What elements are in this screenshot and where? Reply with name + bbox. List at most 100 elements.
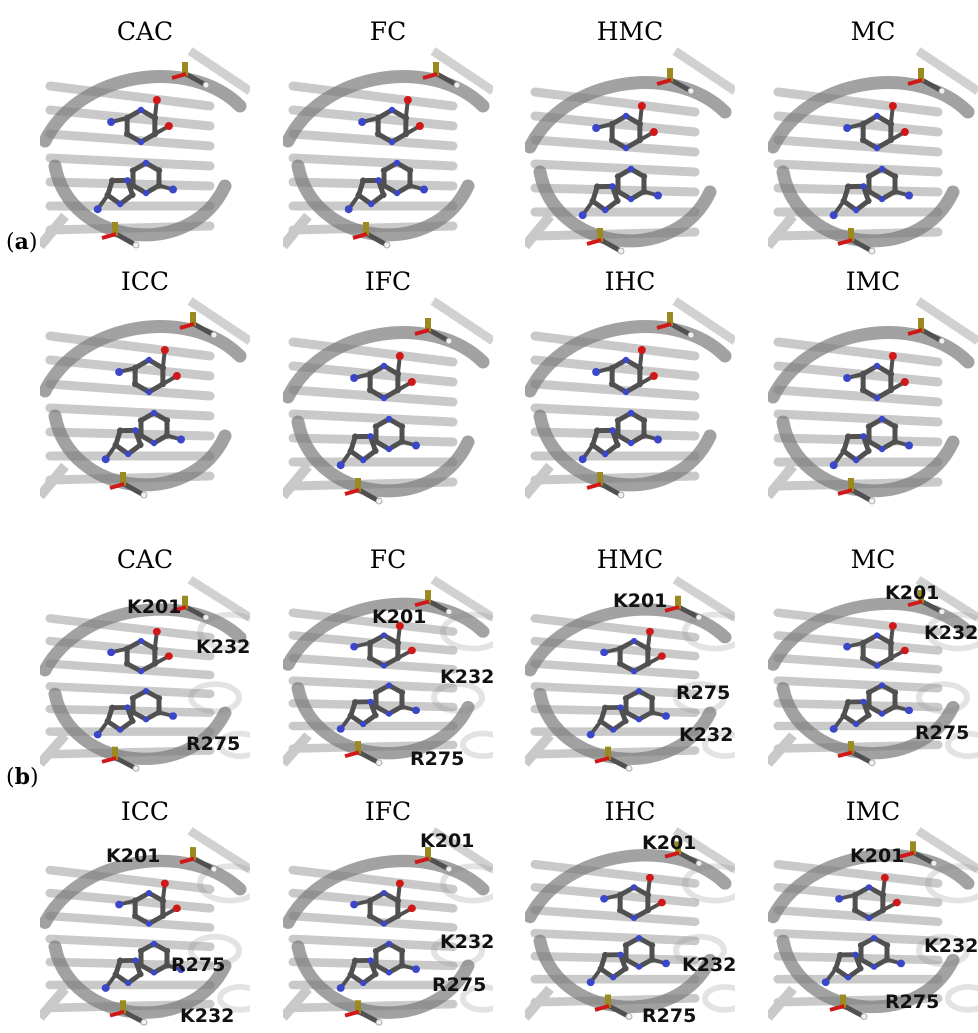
atom bbox=[380, 362, 388, 370]
atom bbox=[129, 695, 137, 702]
atom bbox=[900, 646, 909, 655]
protein-helix bbox=[916, 933, 970, 968]
dna-rod bbox=[915, 827, 978, 873]
atom bbox=[648, 695, 656, 702]
atom bbox=[868, 247, 876, 255]
dna-rod bbox=[773, 608, 943, 636]
molecule-image-ihc-a bbox=[525, 296, 735, 508]
dna-rod bbox=[530, 331, 700, 361]
atom bbox=[904, 706, 913, 715]
protein-helix bbox=[460, 730, 493, 759]
base-pair bbox=[829, 590, 946, 766]
atom bbox=[859, 136, 867, 144]
atom bbox=[445, 337, 453, 345]
dna-backbone bbox=[525, 76, 732, 248]
dna-rod bbox=[773, 337, 943, 367]
atom bbox=[592, 124, 601, 132]
phosphate bbox=[112, 222, 118, 236]
atom bbox=[653, 191, 662, 200]
molecule-svg bbox=[525, 47, 735, 255]
atom bbox=[930, 860, 938, 867]
dna-backbone bbox=[40, 854, 247, 1019]
residue-label: K201 bbox=[642, 832, 697, 854]
panel-title-cac-b: CAC bbox=[116, 545, 174, 574]
dna-rod bbox=[45, 865, 215, 894]
atom bbox=[865, 173, 873, 180]
dna-rod bbox=[288, 337, 458, 367]
bond bbox=[607, 755, 629, 770]
dna-rod bbox=[525, 985, 554, 1021]
dna-rod bbox=[187, 576, 250, 621]
phosphate bbox=[910, 841, 916, 855]
atom bbox=[878, 415, 886, 423]
atom bbox=[150, 439, 158, 447]
dna-backbone bbox=[40, 70, 247, 242]
atom bbox=[873, 394, 881, 402]
atom bbox=[637, 102, 646, 110]
part-label-b: (b) bbox=[6, 764, 39, 790]
bond bbox=[837, 750, 853, 758]
bond bbox=[109, 1009, 125, 1018]
atom bbox=[622, 695, 630, 702]
atom bbox=[160, 879, 169, 888]
atom bbox=[137, 638, 145, 645]
dna-rod bbox=[45, 331, 215, 361]
atom bbox=[367, 698, 374, 705]
atom bbox=[380, 394, 388, 402]
atom bbox=[852, 721, 860, 728]
molecule-image-mc-b bbox=[768, 575, 978, 775]
atom bbox=[878, 710, 886, 717]
backbone-strand bbox=[291, 159, 475, 242]
phosphate bbox=[182, 62, 188, 76]
atom bbox=[375, 759, 383, 766]
atom bbox=[586, 730, 595, 739]
atom bbox=[888, 102, 897, 110]
bond bbox=[920, 77, 942, 93]
dna-rod bbox=[530, 614, 700, 642]
backbone-strand bbox=[48, 409, 232, 492]
backbone-strand bbox=[40, 320, 247, 398]
atom bbox=[661, 959, 670, 968]
protein-helix bbox=[197, 863, 250, 904]
atom bbox=[380, 662, 388, 669]
dna-rod bbox=[283, 212, 312, 250]
atom bbox=[142, 189, 150, 197]
base-pair bbox=[821, 841, 938, 1020]
residue-label: K201 bbox=[613, 590, 668, 612]
backbone-strand bbox=[533, 409, 717, 492]
backbone-strand bbox=[768, 326, 975, 404]
protein-cartoon bbox=[916, 611, 978, 759]
bond bbox=[907, 78, 923, 86]
protein-helix bbox=[925, 863, 978, 904]
atom bbox=[359, 721, 367, 728]
atom bbox=[419, 185, 428, 194]
dna-rod bbox=[773, 928, 943, 946]
atom bbox=[336, 984, 345, 992]
atom bbox=[374, 130, 382, 138]
dna-rod bbox=[283, 462, 312, 500]
dna-rod bbox=[288, 409, 458, 427]
dna-rod bbox=[530, 905, 700, 927]
panel-title-fc-b: FC bbox=[369, 545, 407, 574]
atom bbox=[837, 951, 844, 958]
bond bbox=[664, 605, 680, 613]
atom bbox=[131, 912, 139, 920]
phosphate bbox=[355, 478, 361, 492]
atom bbox=[137, 441, 144, 449]
dna-rod bbox=[288, 81, 458, 111]
phosphate bbox=[667, 312, 673, 326]
atom bbox=[602, 951, 609, 958]
dna-rod bbox=[40, 212, 69, 250]
atom bbox=[350, 900, 359, 909]
residue-label: K232 bbox=[924, 935, 978, 957]
atom bbox=[163, 947, 171, 955]
molecule-svg bbox=[283, 827, 493, 1026]
backbone-strand bbox=[768, 849, 975, 924]
dna-rod bbox=[40, 985, 69, 1021]
atom bbox=[695, 860, 703, 867]
atom bbox=[137, 138, 145, 146]
backbone-strand bbox=[291, 940, 475, 1019]
dna-rod bbox=[288, 911, 458, 932]
residue-label: K201 bbox=[127, 596, 182, 618]
atom bbox=[372, 423, 380, 430]
